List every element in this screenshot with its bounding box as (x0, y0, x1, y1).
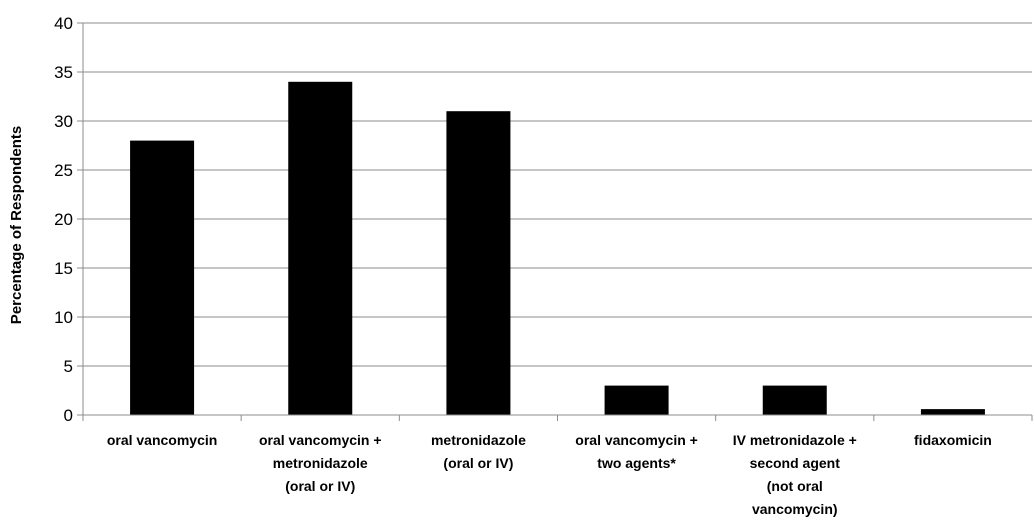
x-category-label: fidaxomicin (914, 432, 992, 448)
y-tick-label: 5 (64, 357, 73, 376)
x-category-label-line: metronidazole (273, 455, 368, 471)
x-category-label: oral vancomycin + two agents* (575, 432, 698, 471)
x-category-label: oral vancomycin (107, 432, 218, 448)
bar-6 (920, 409, 985, 415)
bar-2 (288, 81, 353, 416)
x-category-label: metronidazole (oral or IV) (431, 432, 526, 471)
y-tick-label: 15 (54, 259, 73, 278)
bar-4 (604, 385, 669, 415)
bar-5 (762, 385, 827, 415)
x-category-label-line: vancomycin) (752, 501, 838, 517)
x-category-label-line: (not oral (767, 478, 823, 494)
y-tick-label: 20 (54, 210, 73, 229)
y-tick-label: 40 (54, 14, 73, 33)
x-category-label-line: metronidazole (431, 432, 526, 448)
y-tick-label: 0 (64, 406, 73, 425)
bars (130, 81, 985, 416)
bar-1 (130, 140, 195, 415)
y-tick-label: 10 (54, 308, 73, 327)
y-axis-title: Percentage of Respondents (8, 126, 25, 324)
axes (77, 22, 1033, 421)
gridlines (83, 22, 1032, 367)
y-tick-label: 25 (54, 161, 73, 180)
x-category-label-line: fidaxomicin (914, 432, 992, 448)
x-category-label-line: oral vancomycin + (259, 432, 382, 448)
x-category-label-line: two agents* (597, 455, 676, 471)
bar-3 (446, 111, 511, 415)
y-tick-labels: 0 5 10 15 20 25 30 35 40 (54, 14, 73, 425)
x-category-labels: oral vancomycin oral vancomycin + metronid… (107, 432, 992, 517)
x-category-label: IV metronidazole + second agent (not oral v… (733, 432, 857, 517)
y-tick-label: 35 (54, 63, 73, 82)
x-category-label: oral vancomycin + metronidazole (oral or I… (259, 432, 382, 494)
x-category-label-line: (oral or IV) (285, 478, 355, 494)
x-category-label-line: second agent (750, 455, 841, 471)
x-category-label-line: (oral or IV) (443, 455, 513, 471)
x-category-label-line: IV metronidazole + (733, 432, 857, 448)
x-category-label-line: oral vancomycin (107, 432, 218, 448)
x-category-label-line: oral vancomycin + (575, 432, 698, 448)
y-tick-label: 30 (54, 112, 73, 131)
